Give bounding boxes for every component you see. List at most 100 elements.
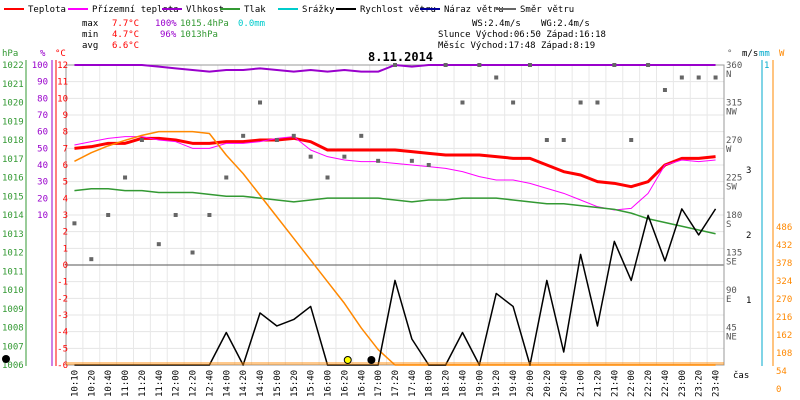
dir-deg-label: 225 — [726, 174, 742, 184]
direction-point — [393, 63, 397, 67]
series-line-tlak — [74, 188, 716, 235]
direction-point — [190, 250, 195, 255]
x-tick-label: 23:20 — [695, 370, 705, 397]
x-tick-label: 15:40 — [307, 370, 317, 397]
direction-point — [241, 133, 246, 138]
w-tick-label: 378 — [776, 259, 792, 269]
direction-point — [629, 138, 634, 142]
x-tick-label: 12:20 — [189, 370, 199, 397]
mm-axis-unit: mm — [759, 49, 770, 59]
markers — [2, 355, 376, 364]
direction-point — [291, 133, 296, 138]
grid — [65, 64, 725, 366]
stat-ws: WS:2.4m/s — [472, 19, 521, 29]
x-tick-label: 10:20 — [87, 370, 97, 397]
ms-tick-label: 2 — [746, 231, 751, 241]
x-axis-unit: čas — [733, 370, 749, 381]
stat-max-label: max — [82, 19, 99, 29]
dir-deg-label: 315 — [726, 99, 742, 109]
direction-point — [561, 138, 566, 142]
press-tick-label: 1007 — [2, 342, 24, 352]
x-tick-label: 19:00 — [475, 370, 485, 397]
direction-point — [207, 213, 212, 217]
temp-tick-label: -1 — [57, 278, 68, 288]
x-tick-label: 15:20 — [290, 370, 300, 397]
temp-tick-label: -5 — [57, 344, 68, 354]
direction-point — [612, 63, 617, 67]
x-tick-label: 22:00 — [627, 370, 637, 397]
rain-band — [66, 362, 724, 365]
temp-tick-label: 8 — [63, 128, 68, 138]
series-lines — [66, 64, 724, 366]
x-tick-label: 16:40 — [357, 370, 367, 397]
x-tick-label: 19:40 — [509, 370, 519, 397]
x-tick-label: 14:40 — [256, 370, 266, 397]
x-tick-label: 20:40 — [560, 370, 570, 397]
hum-tick-label: 10 — [37, 211, 48, 221]
x-tick-label: 22:40 — [661, 370, 671, 397]
temp-tick-label: 10 — [57, 94, 68, 104]
hum-tick-label: 30 — [37, 178, 48, 188]
x-tick-label: 20:20 — [543, 370, 553, 397]
x-tick-label: 18:40 — [458, 370, 468, 397]
x-tick-label: 16:20 — [340, 370, 350, 397]
x-tick-label: 10:10 — [70, 370, 80, 397]
stat-wg: WG:2.4m/s — [541, 19, 590, 29]
direction-point — [578, 100, 583, 105]
direction-point — [713, 75, 718, 80]
press-tick-label: 1020 — [2, 99, 24, 109]
direction-point — [544, 138, 549, 142]
temp-tick-label: 7 — [63, 144, 68, 154]
press-tick-label: 1008 — [2, 324, 24, 334]
direction-point — [460, 100, 465, 105]
temp-axis-unit: °C — [55, 49, 66, 59]
direction-point — [494, 75, 499, 80]
x-tick-label: 10:40 — [104, 370, 114, 397]
direction-point — [511, 100, 516, 105]
series-line-p-zemn-teplota — [74, 136, 716, 211]
press-tick-label: 1021 — [2, 80, 24, 90]
direction-point — [224, 175, 229, 180]
series-line-radiace — [74, 130, 716, 366]
w-tick-label: 324 — [776, 277, 792, 287]
deg-axis-unit: ° — [727, 49, 732, 59]
dir-deg-label: 90 — [726, 286, 737, 296]
stats-panel: max 7.7°C 100% 1015.4hPa 0.0mm min 4.7°C… — [82, 19, 606, 64]
press-tick-label: 1011 — [2, 267, 24, 277]
dir-deg-label: 360 — [726, 61, 742, 71]
temp-tick-label: -4 — [57, 328, 68, 338]
stat-max-press: 1015.4hPa — [180, 19, 229, 29]
dir-deg-label: 135 — [726, 249, 742, 259]
temp-tick-label: -2 — [57, 294, 68, 304]
temp-tick-label: 9 — [63, 111, 68, 121]
dir-name-label: NW — [726, 108, 737, 118]
temp-tick-label: 1 — [63, 244, 68, 254]
hum-tick-label: 80 — [37, 94, 48, 104]
hum-tick-label: 40 — [37, 161, 48, 171]
stat-moon: Měsíc Východ:17:48 Západ:8:19 — [438, 41, 595, 51]
temp-tick-label: -6 — [57, 361, 68, 371]
legend-label: Směr větru — [520, 5, 574, 15]
w-tick-label: 216 — [776, 313, 792, 323]
x-tick-label: 11:00 — [121, 370, 131, 397]
direction-point — [123, 175, 128, 180]
x-tick-label: 21:00 — [577, 370, 587, 397]
press-tick-label: 1006 — [2, 361, 24, 371]
w-axis-unit: W — [779, 49, 785, 59]
stat-max-hum: 100% — [155, 19, 177, 29]
x-tick-label: 14:00 — [222, 370, 232, 397]
mm-tick-label: 1 — [764, 61, 769, 71]
stat-max-temp: 7.7°C — [112, 19, 139, 29]
hum-tick-label: 100 — [32, 61, 48, 71]
x-tick-label: 19:20 — [492, 370, 502, 397]
dir-name-label: S — [726, 220, 731, 230]
direction-point — [359, 133, 364, 138]
dir-deg-label: 180 — [726, 211, 742, 221]
w-tick-label: 108 — [776, 349, 792, 359]
series-line-rychlost-v-tru — [74, 208, 717, 366]
x-tick-label: 22:20 — [644, 370, 654, 397]
direction-point — [426, 163, 431, 167]
moonrise-marker — [367, 356, 376, 364]
stat-avg-temp: 6.6°C — [112, 41, 139, 51]
